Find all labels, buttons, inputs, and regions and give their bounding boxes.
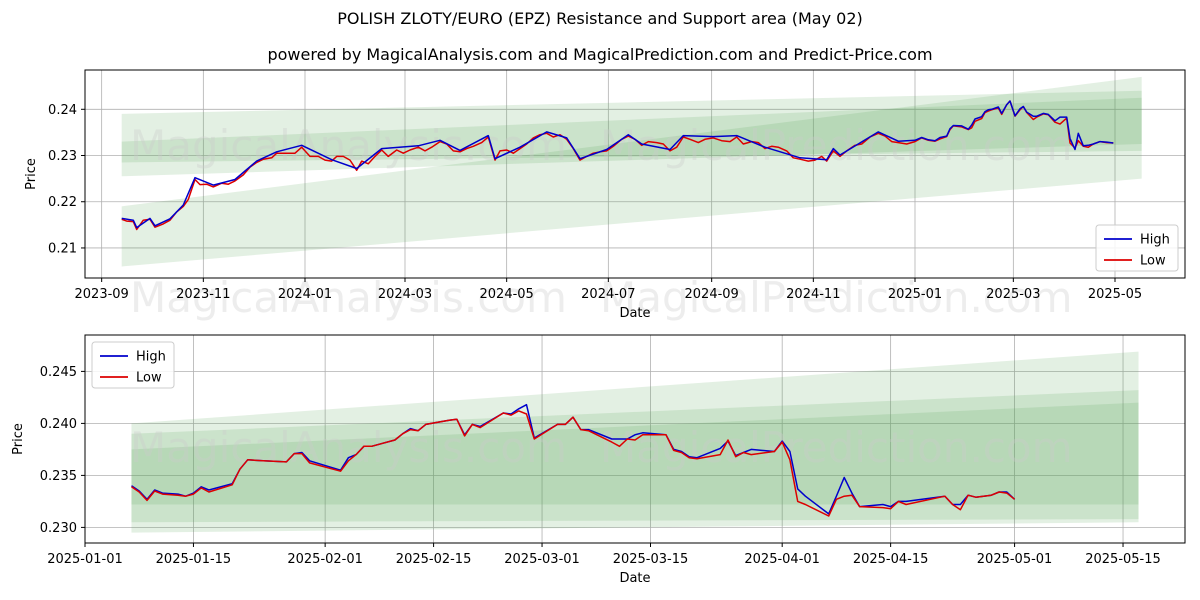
series-line-low — [121, 100, 1114, 231]
y-axis-label: Price — [11, 423, 26, 455]
x-tick-label: 2025-02-01 — [287, 552, 363, 567]
plot-frame — [84, 69, 1186, 279]
x-tick-label: 2025-04-15 — [853, 552, 929, 567]
x-tick-label: 2024-11 — [786, 287, 840, 302]
support-resistance-bands — [131, 351, 1139, 533]
legend: High Low — [91, 341, 175, 389]
series-lines — [131, 403, 1016, 517]
y-tick-label: 0.240 — [40, 417, 77, 432]
series-line-high — [121, 100, 1114, 229]
x-tick-label: 2025-05-01 — [977, 552, 1053, 567]
x-tick-label: 2025-03-01 — [504, 552, 580, 567]
x-tick-label: 2025-01-15 — [156, 552, 232, 567]
y-axis-label: Price — [24, 158, 39, 190]
y-tick-label: 0.230 — [40, 521, 77, 536]
legend-label-low: Low — [136, 371, 162, 386]
y-tick-label: 0.245 — [40, 365, 77, 380]
watermark-text: MagicalPrediction.com — [600, 121, 1073, 170]
x-tick-label: 2025-05-15 — [1085, 552, 1161, 567]
x-tick-label: 2024-01 — [278, 287, 332, 302]
support-resistance-band — [131, 390, 1139, 523]
watermark-text: MagicalAnalysis.com — [130, 423, 567, 472]
x-tick-label: 2025-02-15 — [396, 552, 472, 567]
x-tick-label: 2024-03 — [378, 287, 432, 302]
watermark-text: MagicalPrediction.com — [600, 423, 1073, 472]
legend-label-high: High — [1140, 233, 1170, 248]
x-tick-label: 2024-07 — [581, 287, 635, 302]
legend: High Low — [1095, 224, 1179, 272]
chart-panel-2: MagicalAnalysis.com MagicalPrediction.com… — [11, 334, 1186, 586]
x-tick-label: 2025-03-15 — [613, 552, 689, 567]
x-tick-label: 2025-04-01 — [744, 552, 820, 567]
legend-label-high: High — [136, 350, 166, 365]
series-lines — [121, 100, 1114, 231]
x-axis-label: Date — [619, 571, 650, 586]
support-resistance-bands — [121, 76, 1142, 267]
y-tick-label: 0.24 — [48, 103, 77, 118]
support-resistance-band — [131, 402, 1139, 505]
y-tick-label: 0.21 — [48, 241, 77, 256]
y-tick-label: 0.23 — [48, 149, 77, 164]
x-tick-label: 2024-05 — [480, 287, 534, 302]
y-tick-label: 0.235 — [40, 469, 77, 484]
x-tick-label: 2025-05 — [1088, 287, 1142, 302]
chart-panel-1: MagicalAnalysis.com MagicalPrediction.com… — [24, 69, 1186, 322]
chart-title: POLISH ZLOTY/EURO (EPZ) Resistance and S… — [337, 9, 863, 28]
plot-frame — [84, 334, 1186, 544]
chart-subtitle: powered by MagicalAnalysis.com and Magic… — [267, 45, 933, 64]
x-tick-label: 2025-03 — [986, 287, 1040, 302]
watermark-text: MagicalAnalysis.com — [130, 273, 567, 322]
legend-label-low: Low — [1140, 254, 1166, 269]
x-tick-label: 2023-09 — [75, 287, 129, 302]
x-tick-label: 2024-09 — [685, 287, 739, 302]
watermark-text: MagicalPrediction.com — [600, 273, 1073, 322]
y-tick-label: 0.22 — [48, 195, 77, 210]
x-axis-label: Date — [619, 306, 650, 321]
support-resistance-band — [121, 76, 1142, 267]
watermark-text: MagicalAnalysis.com — [130, 121, 567, 170]
x-tick-label: 2025-01 — [888, 287, 942, 302]
series-line-low — [131, 410, 1016, 517]
support-resistance-band — [121, 97, 1142, 163]
support-resistance-band — [131, 351, 1139, 533]
x-tick-label: 2023-11 — [176, 287, 230, 302]
x-tick-label: 2025-01-01 — [47, 552, 123, 567]
